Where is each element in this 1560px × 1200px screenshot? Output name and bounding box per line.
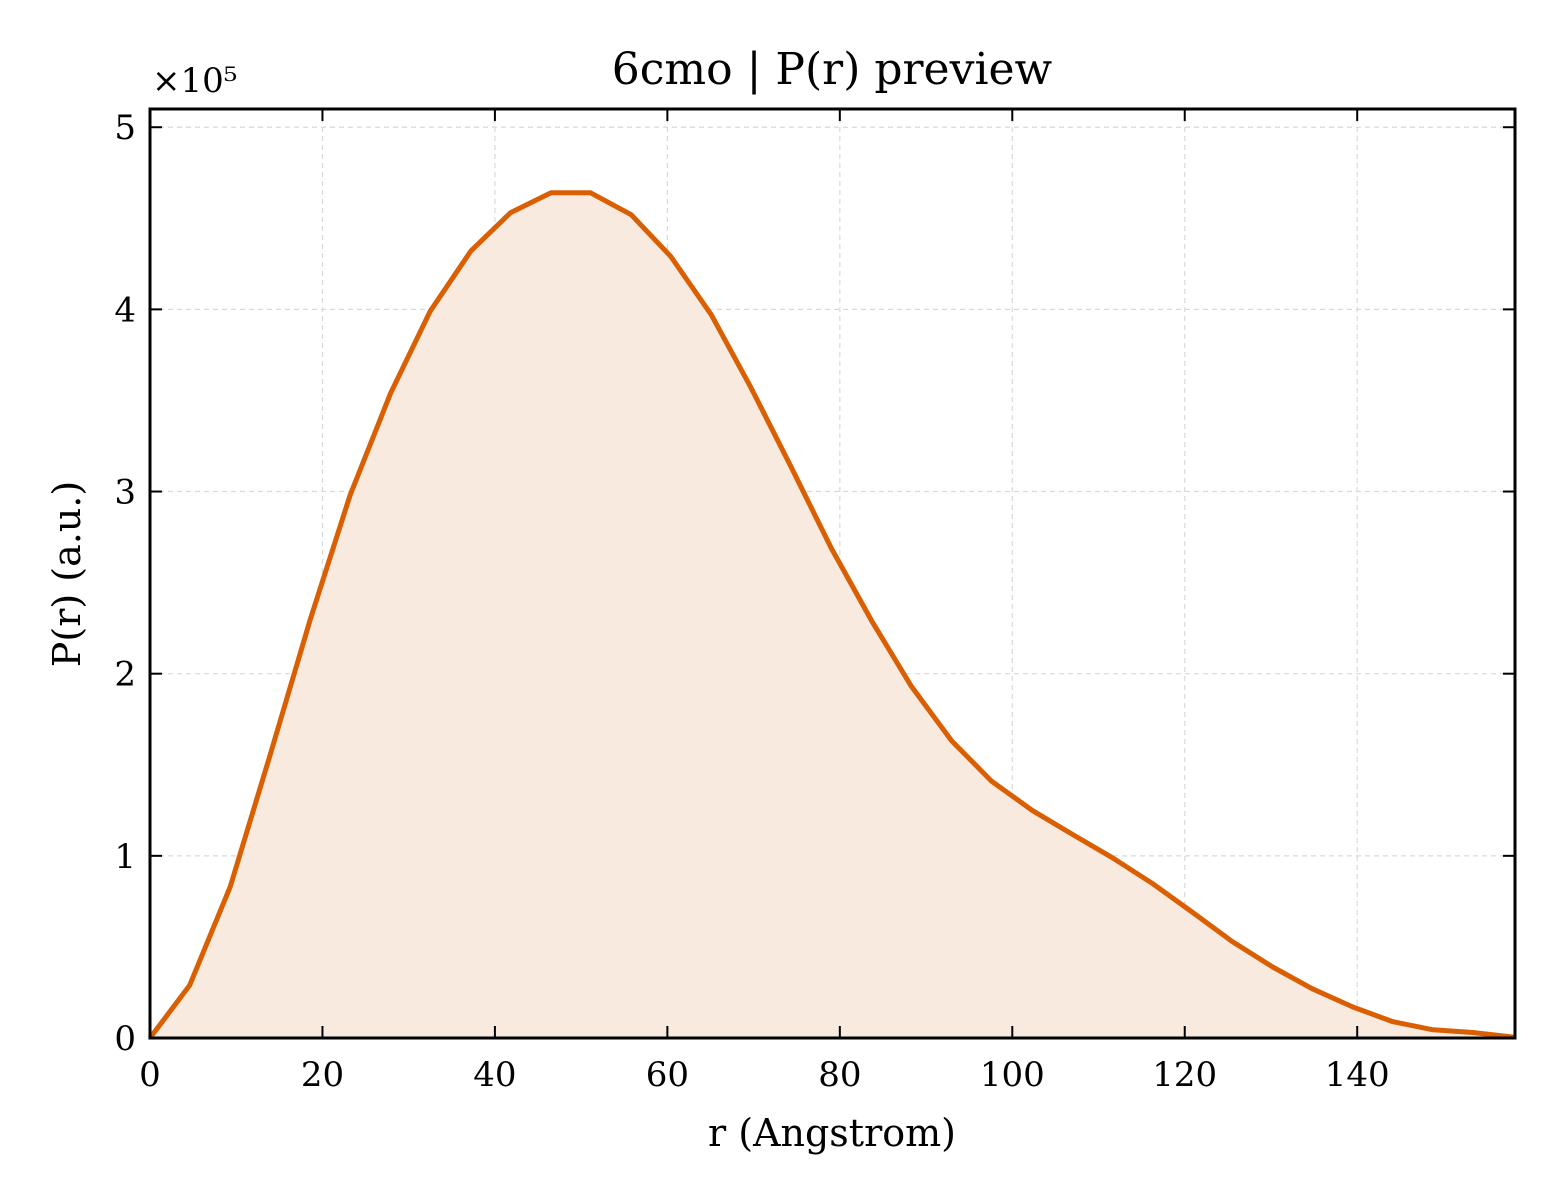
x-tick-label: 140 xyxy=(1325,1055,1390,1095)
x-tick-label: 100 xyxy=(980,1055,1045,1095)
x-tick-label: 0 xyxy=(139,1055,161,1095)
x-tick-label: 60 xyxy=(646,1055,689,1095)
x-axis-label: r (Angstrom) xyxy=(708,1111,956,1155)
y-tick-label: 0 xyxy=(114,1019,136,1059)
series-line xyxy=(148,190,1514,1040)
y-axis-ticks: 0 1 2 3 4 5 xyxy=(114,108,1515,1059)
y-tick-label: 2 xyxy=(114,655,136,695)
y-tick-label: 5 xyxy=(114,108,136,148)
y-axis-offset-label: ×10⁵ xyxy=(152,61,237,101)
x-tick-label: 80 xyxy=(818,1055,861,1095)
y-axis-label: P(r) (a.u.) xyxy=(45,481,89,667)
x-tick-label: 20 xyxy=(301,1055,344,1095)
x-axis-ticks: 0 20 40 60 80 100 120 140 xyxy=(139,109,1390,1095)
y-tick-label: 4 xyxy=(114,290,136,330)
y-tick-label: 3 xyxy=(114,473,136,513)
y-tick-label: 1 xyxy=(114,837,136,877)
plot-frame xyxy=(148,107,1517,1040)
x-tick-label: 40 xyxy=(473,1055,516,1095)
chart-title: 6cmo | P(r) preview xyxy=(612,44,1053,95)
area-fill xyxy=(150,192,1514,1039)
x-tick-label: 120 xyxy=(1152,1055,1217,1095)
